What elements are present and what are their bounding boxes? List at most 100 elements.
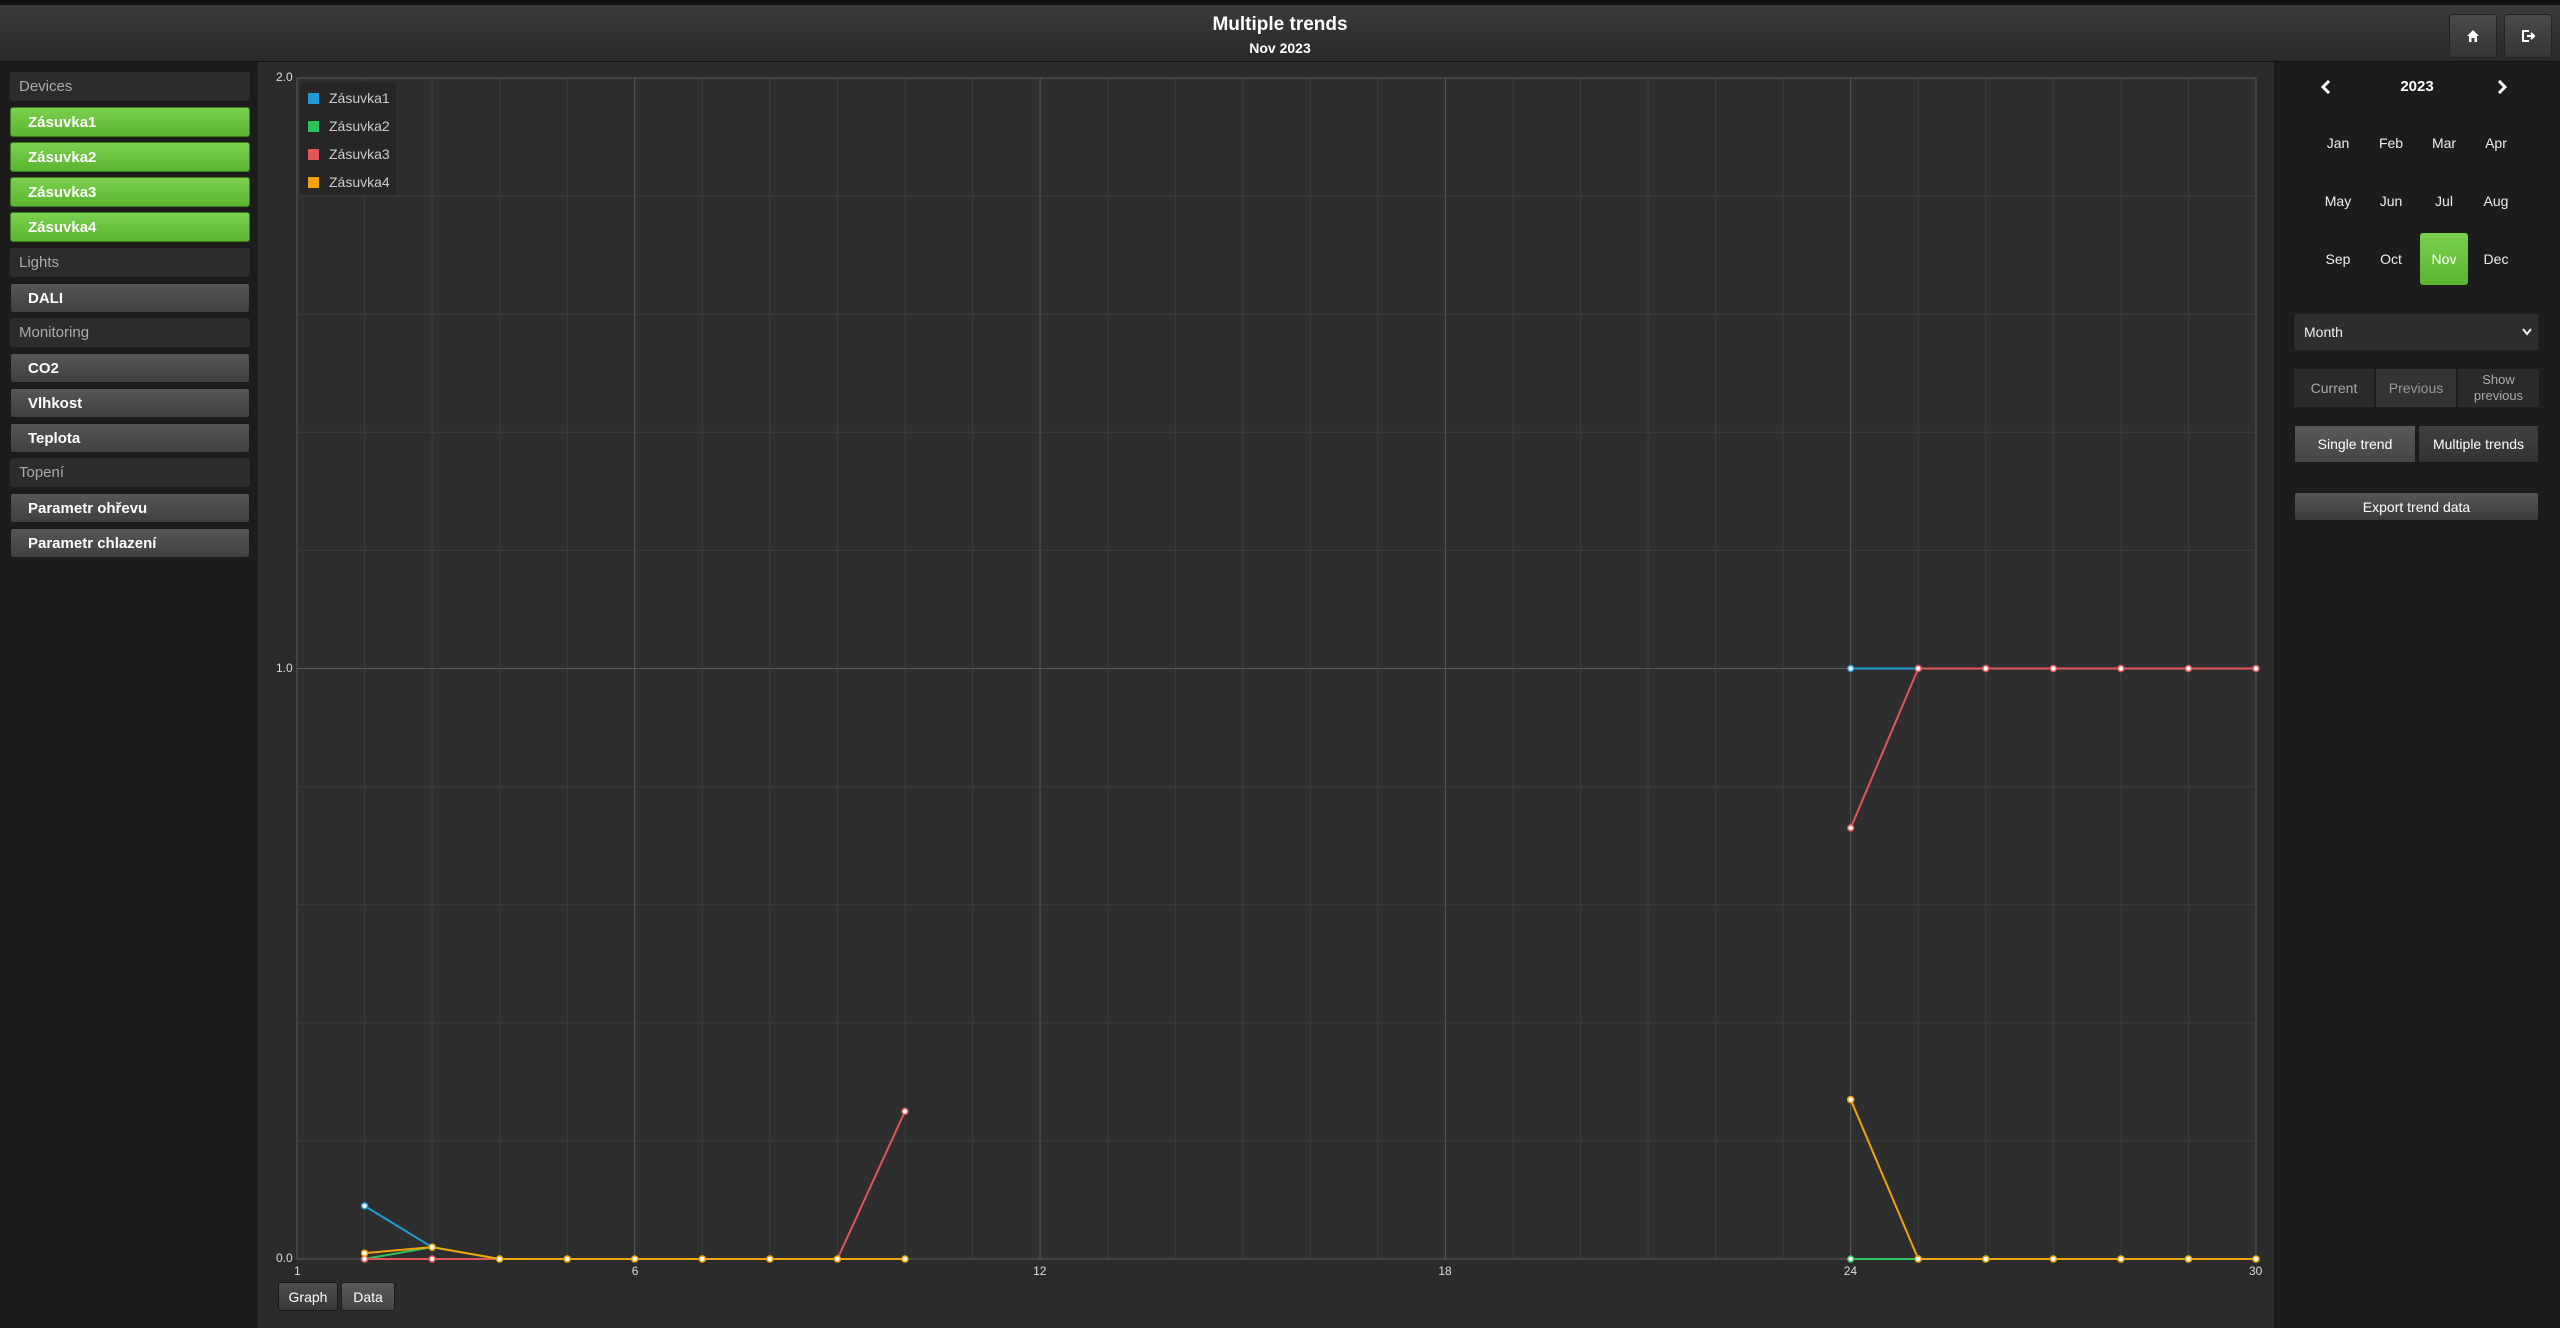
home-icon: [2467, 30, 2479, 42]
data-point-4[interactable]: [563, 1255, 571, 1263]
legend-swatch: [308, 121, 319, 132]
month-jul[interactable]: Jul: [2435, 193, 2453, 209]
data-point-3[interactable]: [1982, 664, 1990, 673]
data-point-4[interactable]: [495, 1255, 504, 1263]
data-point-3[interactable]: [428, 1255, 436, 1263]
sidebar-group-topeni: Topení: [10, 458, 250, 487]
legend-swatch: [308, 93, 319, 104]
sidebar-item-vlhkost[interactable]: Vlhkost: [10, 388, 250, 418]
data-point-3[interactable]: [2049, 664, 2058, 673]
x-tick-label: 18: [1438, 1264, 1452, 1278]
multiple-trends-button[interactable]: Multiple trends: [2418, 425, 2539, 463]
month-oct[interactable]: Oct: [2380, 251, 2402, 267]
data-point-4[interactable]: [428, 1243, 436, 1251]
data-point-4[interactable]: [2252, 1255, 2260, 1263]
month-nov[interactable]: Nov: [2420, 233, 2468, 285]
data-point-3[interactable]: [2117, 664, 2125, 673]
sidebar-item-zasuvka2[interactable]: Zásuvka2: [10, 142, 250, 172]
x-tick-label: 1: [294, 1264, 301, 1278]
sidebar-item-parametr-ohrevu[interactable]: Parametr ohřevu: [10, 493, 250, 523]
data-point-4[interactable]: [631, 1255, 639, 1263]
x-tick-label: 30: [2249, 1264, 2263, 1278]
sidebar-item-zasuvka4[interactable]: Zásuvka4: [10, 212, 250, 242]
data-point-3[interactable]: [2252, 664, 2260, 673]
data-point-4[interactable]: [766, 1255, 774, 1263]
chart-legend: Zásuvka1 Zásuvka2 Zásuvka3 Zásuvka4: [300, 82, 396, 194]
sidebar-item-zasuvka3[interactable]: Zásuvka3: [10, 177, 250, 207]
month-jan[interactable]: Jan: [2326, 135, 2350, 151]
legend-item-zasuvka1[interactable]: Zásuvka1: [308, 88, 390, 108]
data-point-4[interactable]: [833, 1255, 842, 1263]
month-aug[interactable]: Aug: [2483, 193, 2509, 209]
month-sep[interactable]: Sep: [2325, 251, 2351, 267]
sidebar-item-zasuvka1[interactable]: Zásuvka1: [10, 107, 250, 137]
data-point-3[interactable]: [2184, 664, 2193, 673]
data-point-3[interactable]: [360, 1255, 369, 1263]
month-feb[interactable]: Feb: [2378, 135, 2404, 151]
month-mar[interactable]: Mar: [2431, 135, 2457, 151]
sidebar-item-teplota[interactable]: Teplota: [10, 423, 250, 453]
chart-points: [360, 664, 2260, 1263]
show-previous-button[interactable]: Show previous: [2458, 369, 2539, 407]
home-button[interactable]: [2449, 14, 2497, 58]
sidebar-group-devices: Devices: [10, 72, 250, 101]
data-point-4[interactable]: [901, 1255, 909, 1263]
x-tick-label: 24: [1843, 1264, 1858, 1278]
data-point-1[interactable]: [1846, 664, 1855, 673]
data-view-button[interactable]: Data: [341, 1282, 395, 1311]
legend-swatch: [308, 177, 319, 188]
top-bar: Multiple trends Nov 2023: [0, 0, 2560, 62]
legend-item-zasuvka2[interactable]: Zásuvka2: [308, 116, 390, 136]
month-may[interactable]: May: [2324, 193, 2352, 209]
x-tick-label: 6: [631, 1264, 639, 1278]
legend-item-zasuvka3[interactable]: Zásuvka3: [308, 144, 390, 164]
data-point-4[interactable]: [2049, 1255, 2058, 1263]
data-point-4[interactable]: [698, 1255, 707, 1263]
prev-year-icon[interactable]: [2320, 80, 2332, 94]
legend-item-zasuvka4[interactable]: Zásuvka4: [308, 172, 390, 192]
page-title: Multiple trends: [1212, 14, 1348, 35]
sidebar: Devices Zásuvka1 Zásuvka2 Zásuvka3 Zásuv…: [0, 62, 258, 1328]
sidebar-item-parametr-chlazeni[interactable]: Parametr chlazení: [10, 528, 250, 558]
logout-button[interactable]: [2504, 14, 2552, 58]
y-tick-label: 0.0: [276, 1251, 293, 1265]
legend-label: Zásuvka1: [329, 90, 390, 106]
legend-label: Zásuvka3: [329, 146, 390, 162]
data-point-3[interactable]: [1846, 824, 1855, 832]
data-point-4[interactable]: [1982, 1255, 1990, 1263]
legend-label: Zásuvka4: [329, 174, 390, 190]
y-tick-label: 1.0: [276, 660, 293, 675]
page-subtitle: Nov 2023: [1249, 40, 1311, 56]
y-tick-label: 2.0: [276, 70, 293, 84]
next-year-icon[interactable]: [2496, 80, 2508, 94]
data-point-4[interactable]: [360, 1249, 369, 1257]
data-point-3[interactable]: [901, 1107, 909, 1116]
x-tick-label: 12: [1033, 1264, 1047, 1278]
logout-icon: [2522, 30, 2536, 42]
graph-view-button[interactable]: Graph: [278, 1282, 338, 1311]
period-select[interactable]: Month: [2294, 313, 2539, 351]
month-apr[interactable]: Apr: [2485, 135, 2507, 151]
data-point-4[interactable]: [2184, 1255, 2193, 1263]
export-trend-data-button[interactable]: Export trend data: [2294, 492, 2539, 521]
data-point-1[interactable]: [360, 1202, 369, 1210]
current-button[interactable]: Current: [2294, 369, 2374, 407]
chevron-down-icon: [2522, 328, 2532, 336]
year-label: 2023: [2400, 78, 2434, 95]
data-point-4[interactable]: [2117, 1255, 2125, 1263]
previous-button[interactable]: Previous: [2376, 369, 2456, 407]
sidebar-item-co2[interactable]: CO2: [10, 353, 250, 383]
data-point-4[interactable]: [1846, 1095, 1855, 1104]
month-dec[interactable]: Dec: [2483, 251, 2509, 267]
data-point-2[interactable]: [1846, 1255, 1855, 1263]
single-trend-button[interactable]: Single trend: [2294, 425, 2416, 463]
data-point-4[interactable]: [1914, 1255, 1922, 1263]
right-panel: 2023 Jan Feb Mar Apr May Jun Jul Aug Sep…: [2274, 62, 2560, 1328]
month-jun[interactable]: Jun: [2379, 193, 2403, 209]
series-line-1: [364, 1205, 433, 1249]
legend-swatch: [308, 149, 319, 160]
data-point-3[interactable]: [1914, 664, 1922, 673]
sidebar-group-monitoring: Monitoring: [10, 318, 250, 347]
sidebar-item-dali[interactable]: DALI: [10, 283, 250, 313]
